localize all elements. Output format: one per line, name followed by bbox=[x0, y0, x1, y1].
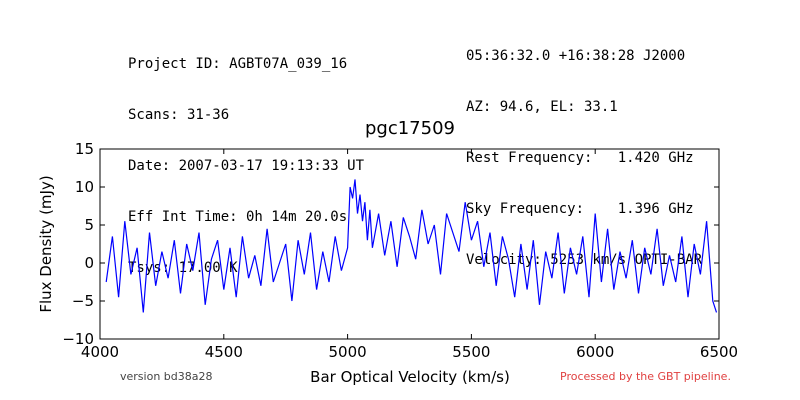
az-el: AZ: 94.6, EL: 33.1 bbox=[466, 99, 618, 115]
y-axis-label: Flux Density (mJy) bbox=[37, 175, 55, 312]
y-tick-label: −10 bbox=[62, 330, 94, 348]
y-tick-label: 5 bbox=[84, 216, 94, 234]
observation-info-left: Project ID: AGBT07A_039_16 Scans: 31-36 … bbox=[128, 22, 364, 294]
x-axis-label: Bar Optical Velocity (km/s) bbox=[310, 368, 510, 386]
pipeline-label: Processed by the GBT pipeline. bbox=[560, 370, 731, 383]
project-id: Project ID: AGBT07A_039_16 bbox=[128, 56, 348, 72]
chart-title: pgc17509 bbox=[365, 118, 455, 139]
x-tick-label: 5500 bbox=[452, 343, 490, 361]
scans: Scans: 31-36 bbox=[128, 107, 230, 123]
x-tick-label: 4500 bbox=[205, 343, 243, 361]
x-tick-label: 6000 bbox=[576, 343, 614, 361]
y-tick-label: 10 bbox=[75, 178, 94, 196]
date: Date: 2007-03-17 19:13:33 UT bbox=[128, 158, 365, 174]
coordinates: 05:36:32.0 +16:38:28 J2000 bbox=[466, 48, 686, 64]
rest-frequency: Rest Frequency: 1.420 GHz bbox=[466, 150, 694, 166]
axis-ticks: 4000 4500 5000 5500 6000 6500 −10 −5 0 5 10 15 bbox=[62, 140, 738, 361]
eff-int-time: Eff Int Time: 0h 14m 20.0s bbox=[128, 209, 348, 225]
x-tick-label: 5000 bbox=[329, 343, 367, 361]
y-tick-label: 0 bbox=[84, 254, 94, 272]
sky-frequency: Sky Frequency: 1.396 GHz bbox=[466, 201, 694, 217]
version-label: version bd38a28 bbox=[120, 370, 213, 383]
x-tick-label: 6500 bbox=[700, 343, 738, 361]
plot-frame bbox=[99, 148, 720, 340]
y-tick-label: 15 bbox=[75, 140, 94, 158]
y-tick-label: −5 bbox=[72, 292, 94, 310]
spectrum-series-line bbox=[105, 179, 718, 313]
x-tick-label: 4000 bbox=[81, 343, 119, 361]
